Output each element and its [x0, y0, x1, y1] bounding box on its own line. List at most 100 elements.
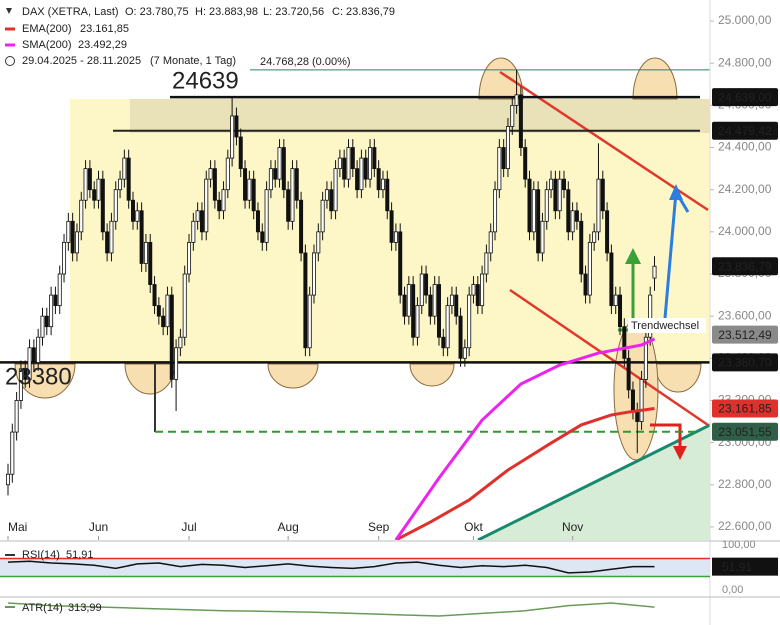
candle-body — [178, 336, 183, 349]
drawings — [14, 57, 710, 540]
candle-body — [329, 189, 334, 212]
candle-body — [368, 147, 373, 180]
candle-body — [113, 189, 118, 222]
candle-body — [255, 210, 260, 233]
candle-body — [23, 368, 28, 380]
low: L: 23.720,56 — [263, 6, 324, 18]
candle-body — [639, 378, 644, 422]
candle-body — [561, 178, 566, 191]
candle-body — [570, 210, 575, 233]
candle-body — [204, 178, 209, 233]
candle-body — [74, 231, 79, 254]
candle-body — [363, 157, 368, 180]
candle-body — [583, 273, 588, 296]
candle-body — [518, 94, 523, 148]
candle-body — [337, 157, 342, 170]
candle-body — [161, 315, 166, 328]
candle-body — [436, 284, 441, 338]
candle-body — [531, 189, 536, 233]
candle-body — [36, 336, 41, 363]
candle-body — [493, 189, 498, 233]
candle-body — [135, 210, 140, 222]
legend-value: 23.492,29 — [78, 39, 127, 51]
candle-body — [57, 273, 62, 307]
candle-body — [467, 294, 472, 349]
candle-body — [376, 168, 381, 191]
candle-body — [613, 294, 618, 307]
candle-body — [587, 241, 592, 296]
candle-body — [458, 315, 463, 359]
candle-body — [574, 210, 579, 222]
candle-body — [169, 294, 174, 380]
candle-body — [652, 265, 657, 279]
candle-body — [471, 284, 476, 296]
candle-body — [221, 189, 226, 212]
candle-body — [243, 168, 248, 201]
trend-line — [509, 288, 709, 427]
candle-body — [402, 294, 407, 317]
period-span: (7 Monate, 1 Tag) — [150, 55, 236, 67]
candle-body — [18, 368, 23, 401]
trend-line — [499, 70, 709, 212]
candle-body — [100, 178, 105, 233]
candle-body — [299, 199, 304, 254]
candle-body — [62, 241, 67, 275]
candle-body — [230, 115, 235, 159]
y-tick-label: 22.600,00 — [718, 519, 772, 533]
icon[interactable] — [6, 8, 12, 14]
candle-body — [648, 294, 653, 338]
level-box — [712, 325, 778, 344]
candle-body — [635, 410, 640, 422]
level-label: 24.479,42 — [718, 124, 772, 138]
candle-body — [579, 220, 584, 275]
candle-body — [527, 178, 532, 233]
x-tick-label: Nov — [562, 520, 583, 534]
candle-body — [234, 115, 239, 138]
candle-body — [480, 273, 485, 307]
candle-body — [475, 284, 480, 307]
candle-body — [592, 231, 597, 243]
candle-body — [449, 294, 454, 307]
annotation: 23380 — [5, 363, 72, 390]
candle-body — [488, 231, 493, 254]
y-tick-label: 22.800,00 — [718, 477, 772, 491]
arrow-head — [625, 248, 641, 264]
candle-body — [609, 252, 614, 307]
candle-body — [549, 178, 554, 191]
candle-body — [359, 157, 364, 191]
level-label: 23.512,49 — [718, 328, 772, 342]
candle-body — [143, 241, 148, 264]
candle-body — [152, 284, 157, 307]
level-label: 24.639,00 — [718, 90, 772, 104]
candle-body — [307, 294, 312, 349]
candle-body — [182, 273, 187, 338]
candle-body — [286, 189, 291, 222]
candle-body — [92, 189, 97, 201]
annotation: Trendwechsel — [631, 320, 699, 332]
candle-body — [290, 168, 295, 222]
arrow-head — [673, 446, 687, 460]
candle-body — [346, 147, 351, 180]
candle-body — [393, 231, 398, 243]
candle-body — [44, 315, 49, 328]
candle-body — [268, 168, 273, 191]
candle-body — [419, 273, 424, 307]
candle-body — [187, 241, 192, 275]
ma-line — [395, 407, 655, 540]
level-box — [712, 399, 778, 418]
candle-body — [380, 178, 385, 191]
candle-body — [566, 189, 571, 233]
period: 29.04.2025 - 28.11.2025 — [22, 55, 141, 67]
candle-body — [126, 157, 131, 201]
level-label: 23.051,55 — [718, 425, 772, 439]
arrow-head — [669, 184, 683, 200]
candle-body — [441, 336, 446, 349]
legend-name: SMA(200) — [22, 39, 72, 51]
candle-body — [156, 305, 161, 317]
rsi-line — [7, 560, 655, 574]
candle-body — [462, 347, 467, 359]
candle-body — [398, 231, 403, 296]
candle-body — [208, 168, 213, 180]
candle-body — [385, 178, 390, 212]
